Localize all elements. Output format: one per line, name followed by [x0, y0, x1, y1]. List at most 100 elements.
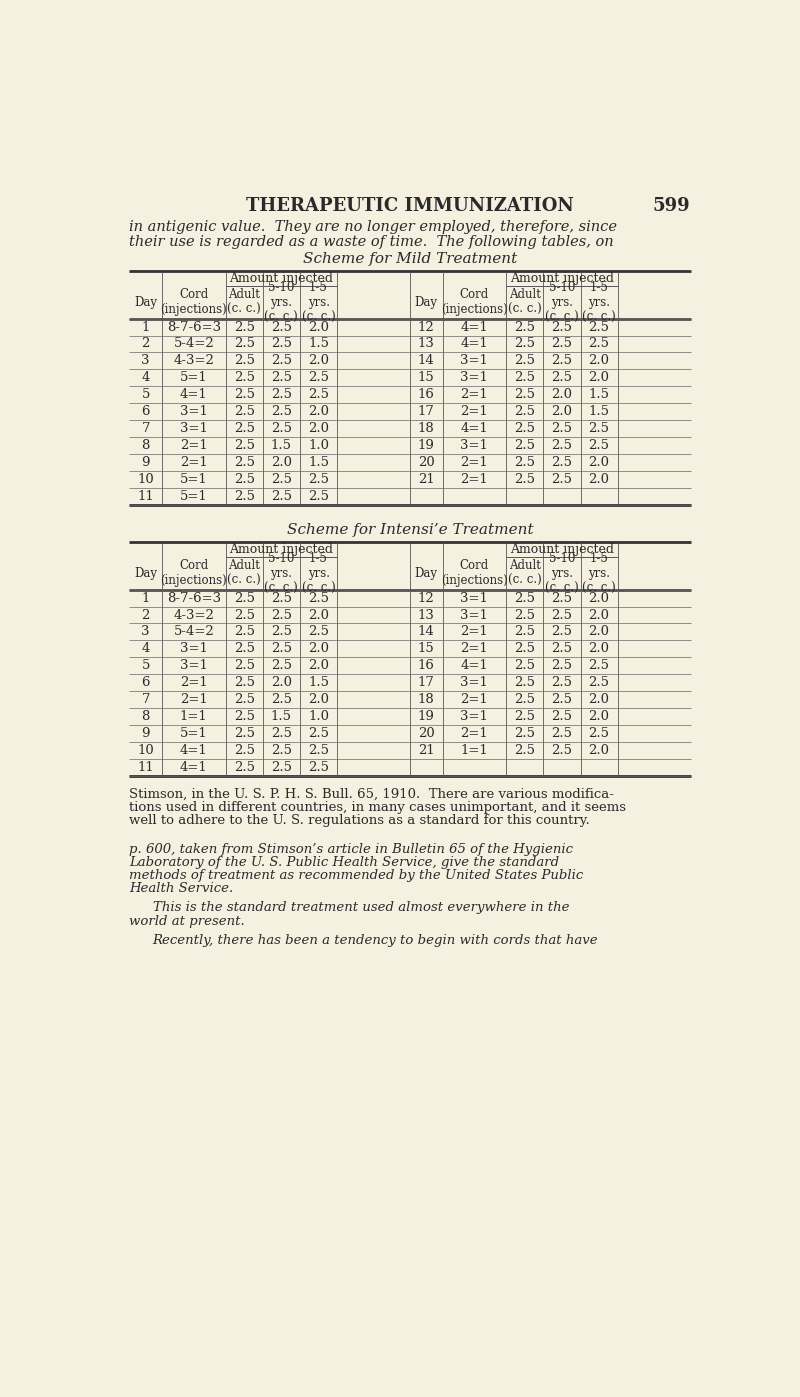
Text: 2.5: 2.5 [551, 710, 573, 724]
Text: Amount injected: Amount injected [230, 543, 334, 556]
Text: 2.0: 2.0 [589, 372, 610, 384]
Text: in antigenic value.  They are no longer employed, therefore, since: in antigenic value. They are no longer e… [130, 219, 618, 235]
Text: 3=1: 3=1 [180, 405, 208, 418]
Text: 5=1: 5=1 [180, 726, 208, 740]
Text: 2.5: 2.5 [271, 388, 292, 401]
Text: 2.5: 2.5 [271, 338, 292, 351]
Text: Day: Day [134, 296, 158, 309]
Text: 5-10
yrs.
(c. c.): 5-10 yrs. (c. c.) [545, 281, 578, 324]
Text: 2.5: 2.5 [271, 490, 292, 503]
Text: Adult
(c. c.): Adult (c. c.) [227, 288, 261, 316]
Text: 2.5: 2.5 [234, 474, 254, 486]
Text: 2.5: 2.5 [551, 355, 573, 367]
Text: 4=1: 4=1 [461, 659, 488, 672]
Text: 18: 18 [418, 422, 434, 436]
Text: 1-5
yrs.
(c. c.): 1-5 yrs. (c. c.) [582, 281, 616, 324]
Text: 4=1: 4=1 [461, 320, 488, 334]
Text: 1: 1 [142, 591, 150, 605]
Text: Laboratory of the U. S. Public Health Service, give the standard: Laboratory of the U. S. Public Health Se… [130, 856, 559, 869]
Text: 20: 20 [418, 726, 434, 740]
Text: 2.5: 2.5 [514, 609, 535, 622]
Text: 4: 4 [142, 643, 150, 655]
Text: methods of treatment as recommended by the United States Public: methods of treatment as recommended by t… [130, 869, 584, 882]
Text: 2.5: 2.5 [308, 591, 329, 605]
Text: 2.5: 2.5 [551, 474, 573, 486]
Text: 2.5: 2.5 [308, 474, 329, 486]
Text: 19: 19 [418, 710, 434, 724]
Text: 17: 17 [418, 405, 434, 418]
Text: 2.5: 2.5 [271, 609, 292, 622]
Text: 3=1: 3=1 [460, 710, 488, 724]
Text: 2=1: 2=1 [461, 455, 488, 469]
Text: 2.5: 2.5 [514, 676, 535, 689]
Text: 2.5: 2.5 [271, 372, 292, 384]
Text: 2.5: 2.5 [514, 659, 535, 672]
Text: 3=1: 3=1 [460, 355, 488, 367]
Text: 1-5
yrs.
(c. c.): 1-5 yrs. (c. c.) [582, 552, 616, 595]
Text: 1.5: 1.5 [308, 455, 329, 469]
Text: This is the standard treatment used almost everywhere in the: This is the standard treatment used almo… [153, 901, 570, 915]
Text: 2.0: 2.0 [308, 405, 329, 418]
Text: 5=1: 5=1 [180, 474, 208, 486]
Text: 2.0: 2.0 [589, 745, 610, 757]
Text: 2.5: 2.5 [234, 405, 254, 418]
Text: 2.5: 2.5 [234, 726, 254, 740]
Text: 2=1: 2=1 [461, 388, 488, 401]
Text: 2.5: 2.5 [271, 591, 292, 605]
Text: 2.5: 2.5 [514, 693, 535, 707]
Text: 1.5: 1.5 [308, 338, 329, 351]
Text: 2.5: 2.5 [514, 355, 535, 367]
Text: 9: 9 [142, 726, 150, 740]
Text: 2.5: 2.5 [234, 761, 254, 774]
Text: 2=1: 2=1 [180, 439, 208, 453]
Text: well to adhere to the U. S. regulations as a standard for this country.: well to adhere to the U. S. regulations … [130, 814, 590, 827]
Text: 16: 16 [418, 388, 434, 401]
Text: 4-3=2: 4-3=2 [174, 355, 214, 367]
Text: 2.5: 2.5 [234, 626, 254, 638]
Text: Day: Day [134, 567, 158, 580]
Text: 2=1: 2=1 [461, 405, 488, 418]
Text: Cord
(injections): Cord (injections) [160, 288, 227, 316]
Text: 2.5: 2.5 [514, 643, 535, 655]
Text: 2.5: 2.5 [271, 659, 292, 672]
Text: 10: 10 [138, 474, 154, 486]
Text: 5-10
yrs.
(c. c.): 5-10 yrs. (c. c.) [265, 552, 298, 595]
Text: Scheme for Mild Treatment: Scheme for Mild Treatment [303, 253, 517, 267]
Text: 2.5: 2.5 [234, 388, 254, 401]
Text: 2.0: 2.0 [308, 355, 329, 367]
Text: 2.5: 2.5 [271, 643, 292, 655]
Text: 2.5: 2.5 [514, 372, 535, 384]
Text: 2.0: 2.0 [308, 643, 329, 655]
Text: 13: 13 [418, 609, 434, 622]
Text: 3=1: 3=1 [460, 439, 488, 453]
Text: 2.5: 2.5 [308, 626, 329, 638]
Text: 2.5: 2.5 [271, 626, 292, 638]
Text: 1: 1 [142, 320, 150, 334]
Text: 2.5: 2.5 [551, 591, 573, 605]
Text: 2: 2 [142, 609, 150, 622]
Text: 4=1: 4=1 [180, 761, 208, 774]
Text: their use is regarded as a waste of time.  The following tables, on: their use is regarded as a waste of time… [130, 236, 614, 250]
Text: 599: 599 [653, 197, 690, 215]
Text: 2.5: 2.5 [551, 609, 573, 622]
Text: 2.5: 2.5 [308, 388, 329, 401]
Text: 2=1: 2=1 [461, 474, 488, 486]
Text: 2.5: 2.5 [551, 745, 573, 757]
Text: 2.5: 2.5 [234, 355, 254, 367]
Text: 4: 4 [142, 372, 150, 384]
Text: 9: 9 [142, 455, 150, 469]
Text: 2.5: 2.5 [271, 405, 292, 418]
Text: 2.0: 2.0 [551, 405, 573, 418]
Text: 2.5: 2.5 [551, 320, 573, 334]
Text: 8-7-6=3: 8-7-6=3 [166, 320, 221, 334]
Text: 2.5: 2.5 [234, 372, 254, 384]
Text: 2.5: 2.5 [234, 609, 254, 622]
Text: 1.5: 1.5 [308, 676, 329, 689]
Text: 7: 7 [142, 693, 150, 707]
Text: 3=1: 3=1 [460, 372, 488, 384]
Text: Health Service.: Health Service. [130, 882, 234, 895]
Text: 2.5: 2.5 [234, 338, 254, 351]
Text: 2.5: 2.5 [234, 422, 254, 436]
Text: 2.5: 2.5 [308, 372, 329, 384]
Text: 2.5: 2.5 [514, 320, 535, 334]
